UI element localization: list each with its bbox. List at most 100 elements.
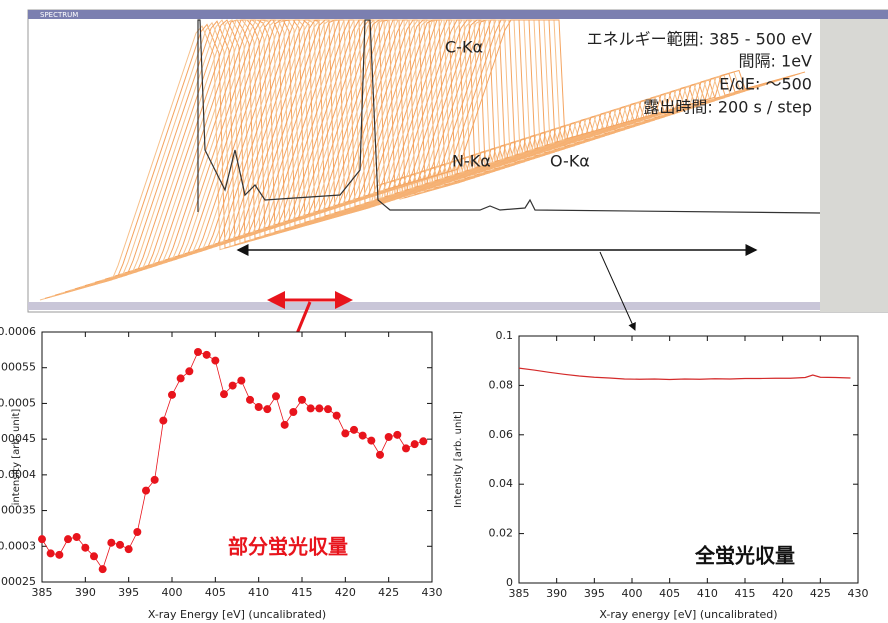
data-point bbox=[90, 552, 98, 561]
data-point bbox=[98, 565, 107, 574]
data-point bbox=[410, 440, 419, 449]
data-point bbox=[324, 405, 332, 414]
y-tick-label: 0.0005 bbox=[0, 396, 36, 409]
side-panel bbox=[820, 19, 888, 312]
data-point bbox=[185, 367, 194, 376]
scrollbar bbox=[28, 302, 820, 310]
y-tick-label: 0.0003 bbox=[0, 539, 36, 552]
spectrum-trace bbox=[197, 19, 821, 214]
data-point bbox=[298, 395, 306, 404]
data-point bbox=[142, 486, 150, 495]
x-tick-label: 400 bbox=[162, 586, 183, 599]
setting-text: エネルギー範囲: 385 - 500 eV bbox=[587, 30, 812, 49]
data-point bbox=[306, 404, 315, 413]
x-tick-label: 415 bbox=[292, 586, 313, 599]
window-title: SPECTRUM bbox=[40, 11, 78, 19]
data-point bbox=[124, 545, 133, 554]
y-tick-label: 0 bbox=[506, 576, 513, 589]
title-bar bbox=[28, 10, 888, 19]
x-tick-label: 385 bbox=[509, 587, 530, 600]
data-point bbox=[176, 374, 185, 383]
data-point bbox=[367, 436, 376, 445]
y-tick-label: 0.08 bbox=[489, 378, 514, 391]
y-tick-label: 0.00055 bbox=[0, 361, 36, 374]
x-tick-label: 420 bbox=[772, 587, 793, 600]
data-point bbox=[263, 405, 272, 414]
data-point bbox=[272, 392, 280, 401]
data-point bbox=[168, 390, 176, 399]
data-point bbox=[55, 550, 64, 559]
plot-frame bbox=[518, 335, 859, 584]
y-tick-label: 0.00025 bbox=[0, 575, 36, 588]
plot-frame bbox=[41, 331, 433, 583]
data-point bbox=[220, 390, 228, 399]
data-point bbox=[332, 411, 341, 420]
annotation: 部分蛍光収量 bbox=[228, 535, 348, 559]
data-point bbox=[72, 533, 81, 541]
x-axis-label: X-ray energy [eV] (uncalibrated) bbox=[599, 608, 777, 621]
data-point bbox=[246, 395, 254, 404]
x-tick-label: 395 bbox=[584, 587, 605, 600]
data-point bbox=[419, 437, 428, 446]
data-point bbox=[254, 403, 263, 411]
setting-text: 間隔: 1eV bbox=[739, 52, 813, 71]
data-point bbox=[402, 444, 410, 453]
x-tick-label: 390 bbox=[75, 586, 96, 599]
y-tick-label: 0.02 bbox=[489, 527, 514, 540]
peak-label: O-Kα bbox=[550, 152, 590, 171]
data-point bbox=[211, 356, 220, 365]
data-point bbox=[315, 404, 324, 413]
x-tick-label: 425 bbox=[810, 587, 831, 600]
data-point bbox=[376, 450, 384, 459]
data-point bbox=[64, 535, 72, 544]
x-tick-label: 405 bbox=[205, 586, 226, 599]
data-point bbox=[133, 528, 142, 536]
data-line bbox=[518, 367, 851, 381]
data-point bbox=[289, 408, 298, 416]
data-point bbox=[202, 350, 211, 359]
waterfall-plot bbox=[39, 19, 821, 301]
data-point bbox=[358, 431, 367, 440]
y-tick-label: 0.1 bbox=[496, 329, 514, 342]
y-tick-label: 0.00045 bbox=[0, 432, 36, 445]
x-tick-label: 390 bbox=[546, 587, 567, 600]
data-point bbox=[280, 420, 289, 429]
peak-label: N-Kα bbox=[452, 152, 491, 171]
data-point bbox=[237, 376, 246, 385]
spectrum-screenshot: SPECTRUM C-Kα N-Kα O-Kα エネルギー範囲: 385 - 5… bbox=[27, 9, 888, 361]
data-point bbox=[194, 348, 202, 356]
data-point bbox=[107, 538, 116, 547]
x-tick-label: 405 bbox=[659, 587, 680, 600]
x-tick-label: 420 bbox=[335, 586, 356, 599]
y-tick-label: 0.00035 bbox=[0, 504, 36, 517]
x-tick-label: 410 bbox=[248, 586, 269, 599]
x-tick-label: 425 bbox=[378, 586, 399, 599]
x-tick-label: 415 bbox=[735, 587, 756, 600]
data-point bbox=[341, 429, 350, 438]
data-point bbox=[159, 416, 168, 425]
data-point bbox=[81, 543, 90, 552]
x-tick-label: 410 bbox=[697, 587, 718, 600]
x-tick-label: 395 bbox=[118, 586, 139, 599]
x-tick-label: 430 bbox=[422, 586, 443, 599]
x-axis-label: X-ray Energy [eV] (uncalibrated) bbox=[148, 608, 326, 621]
setting-text: 露出時間: 200 s / step bbox=[643, 98, 812, 117]
data-point bbox=[228, 381, 237, 390]
data-point bbox=[393, 430, 402, 439]
data-point bbox=[150, 475, 159, 484]
x-tick-label: 430 bbox=[848, 587, 869, 600]
data-point bbox=[38, 535, 46, 544]
y-axis-label: intensity [arb. unit] bbox=[11, 409, 22, 506]
x-tick-label: 400 bbox=[622, 587, 643, 600]
y-tick-label: 0.06 bbox=[489, 428, 514, 441]
peak-label: C-Kα bbox=[445, 38, 483, 57]
waterfall-trace bbox=[384, 19, 806, 191]
pointer-arrow bbox=[599, 251, 636, 331]
data-point bbox=[384, 433, 393, 441]
x-tick-label: 385 bbox=[32, 586, 53, 599]
data-point bbox=[350, 425, 358, 434]
annotation: 全蛍光収量 bbox=[694, 544, 795, 568]
setting-text: E/dE: ～500 bbox=[719, 75, 812, 94]
data-point bbox=[46, 549, 55, 558]
